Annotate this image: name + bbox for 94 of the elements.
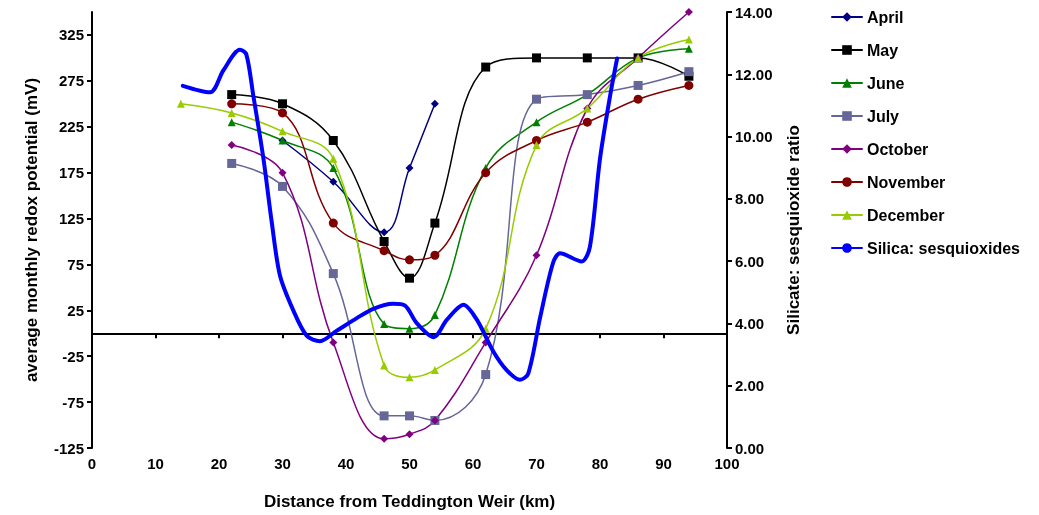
y2-tick-label: 6.00: [735, 252, 765, 270]
point: [532, 94, 541, 104]
point: [582, 117, 592, 127]
point: [380, 434, 389, 443]
y2-tick-label: 2.00: [735, 377, 765, 395]
x-tick-label: 80: [591, 455, 609, 472]
point: [379, 236, 389, 246]
point: [328, 218, 338, 228]
point: [380, 320, 389, 329]
legend-label: April: [867, 8, 904, 26]
y-tick-label: 75: [67, 255, 84, 273]
point: [430, 250, 440, 260]
point: [405, 373, 414, 382]
x-tick-label: 70: [528, 455, 545, 472]
y-tick-label: -25: [62, 347, 84, 365]
point: [430, 310, 439, 319]
x-tick-label: 50: [401, 455, 418, 472]
y-tick-label: -75: [62, 393, 84, 411]
x-tick-label: 10: [147, 455, 164, 472]
y2-tick-label: 0.00: [735, 439, 765, 457]
point: [328, 136, 338, 146]
point: [582, 53, 592, 63]
x-tick-label: 100: [714, 455, 740, 472]
legend-label: December: [867, 206, 945, 224]
y2-axis-title: Silicate: sesquioxide ratio: [784, 125, 803, 335]
y2-tick-label: 12.00: [735, 65, 773, 83]
point: [227, 141, 236, 150]
y2-tick-label: 14.00: [735, 3, 773, 21]
point: [481, 168, 491, 178]
legend-label: October: [867, 140, 929, 158]
point: [430, 218, 440, 228]
point: [328, 269, 338, 279]
point: [532, 118, 541, 127]
point: [380, 228, 389, 237]
point: [278, 99, 287, 109]
y-axis-title: average monthly redox potential (mV): [22, 77, 41, 383]
point: [405, 324, 414, 333]
point: [405, 255, 414, 265]
point: [379, 411, 389, 421]
x-tick-label: 0: [87, 455, 97, 472]
x-tick-label: 40: [337, 455, 355, 472]
y-tick-label: 175: [58, 164, 84, 182]
y2-tick-label: 10.00: [735, 128, 773, 146]
legend-label: Silica: sesquioxides: [867, 239, 1021, 257]
point: [405, 411, 414, 421]
point: [278, 127, 287, 136]
x-tick-label: 60: [464, 455, 482, 472]
point: [227, 90, 237, 100]
y2-tick-label: 8.00: [735, 190, 765, 208]
point: [329, 164, 338, 173]
point: [481, 62, 491, 72]
line-series: [180, 47, 620, 382]
point: [278, 168, 287, 177]
point: [684, 8, 693, 16]
point: [532, 251, 541, 260]
y-tick-label: 25: [67, 301, 84, 319]
point: [329, 338, 338, 347]
legend-label: June: [867, 74, 905, 92]
point: [633, 80, 643, 90]
y-tick-label: 325: [58, 26, 84, 44]
y-tick-label: -125: [53, 439, 84, 457]
point: [176, 99, 185, 108]
point: [329, 154, 338, 163]
point: [633, 94, 643, 104]
y2-tick-label: 4.00: [735, 314, 765, 332]
point: [430, 365, 439, 374]
point: [684, 80, 694, 90]
y-tick-label: 275: [58, 72, 84, 90]
x-tick-label: 20: [210, 455, 228, 472]
point: [532, 53, 541, 63]
x-tick-label: 30: [274, 455, 291, 472]
legend-label: July: [867, 107, 900, 125]
point: [532, 141, 541, 150]
y-tick-label: 225: [58, 118, 84, 136]
point: [684, 44, 693, 53]
legend-label: November: [867, 173, 946, 191]
point: [481, 370, 491, 380]
point: [227, 99, 237, 109]
point: [405, 430, 414, 439]
x-tick-label: 90: [655, 455, 672, 472]
point: [227, 158, 237, 168]
point: [684, 67, 694, 77]
point: [227, 108, 236, 117]
point: [405, 273, 414, 283]
point: [329, 177, 338, 186]
legend-label: May: [867, 41, 899, 59]
x-axis-title: Distance from Teddington Weir (km): [263, 492, 556, 511]
point: [684, 35, 693, 44]
y-tick-label: 125: [58, 210, 84, 228]
point: [278, 108, 287, 118]
point: [430, 99, 439, 108]
point: [405, 164, 414, 173]
point: [379, 246, 389, 256]
point: [278, 181, 287, 191]
